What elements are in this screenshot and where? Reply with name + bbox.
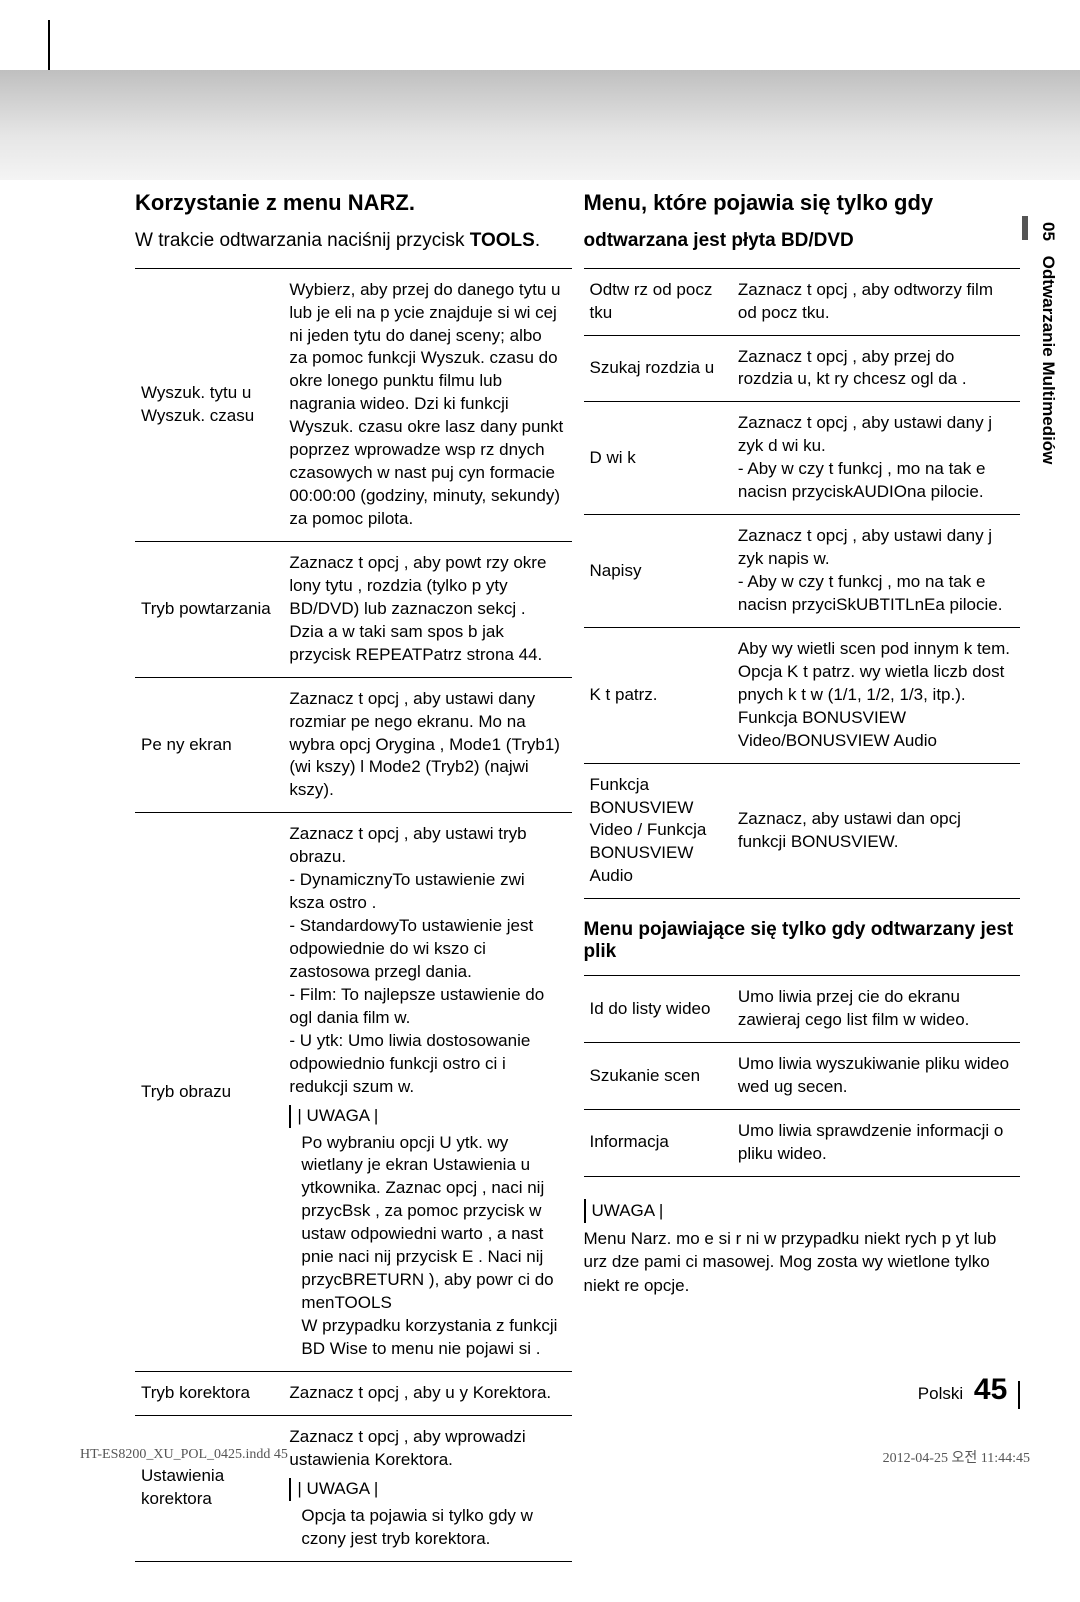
right-sub2: Menu pojawiające się tylko gdy odtwarzan… <box>584 919 1021 963</box>
note-label: UWAGA | <box>584 1199 664 1223</box>
table-row: K t patrz. Aby wy wietli scen pod innym … <box>584 627 1021 763</box>
row-key: Informacja <box>584 1110 732 1177</box>
left-heading: Korzystanie z menu NARZ. <box>135 190 572 216</box>
row-val: Umo liwia wyszukiwanie pliku wideo wed u… <box>732 1043 1020 1110</box>
note-text: Po wybraniu opcji U ytk. wy wietlany je … <box>289 1132 563 1361</box>
row-val: Zaznacz, aby ustawi dan opcj funkcji BON… <box>732 763 1020 899</box>
table-row: Szukaj rozdzia u Zaznacz t opcj , aby pr… <box>584 335 1021 402</box>
note-label: | UWAGA | <box>289 1478 378 1501</box>
row-val: Zaznacz t opcj , aby u y Korektora. <box>283 1371 571 1415</box>
right-table-1: Odtw rz od pocz tku Zaznacz t opcj , aby… <box>584 268 1021 900</box>
row-val: Zaznacz t opcj , aby wprowadzi ustawieni… <box>283 1415 571 1561</box>
table-row: Tryb korektora Zaznacz t opcj , aby u y … <box>135 1371 572 1415</box>
left-column: Korzystanie z menu NARZ. W trakcie odtwa… <box>135 190 572 1562</box>
row-val: Umo liwia przej cie do ekranu zawieraj c… <box>732 976 1020 1043</box>
table-row: Odtw rz od pocz tku Zaznacz t opcj , aby… <box>584 268 1021 335</box>
row-val: Zaznacz t opcj , aby ustawi dany rozmiar… <box>283 677 571 813</box>
note-text: Menu Narz. mo e si r ni w przypadku niek… <box>584 1227 1021 1298</box>
table-row: Wyszuk. tytu u Wyszuk. czasu Wybierz, ab… <box>135 268 572 541</box>
row-key: Tryb obrazu <box>135 813 283 1372</box>
table-row: Szukanie scen Umo liwia wyszukiwanie pli… <box>584 1043 1021 1110</box>
table-row: Pe ny ekran Zaznacz t opcj , aby ustawi … <box>135 677 572 813</box>
row-val: Zaznacz t opcj , aby powt rzy okre lony … <box>283 541 571 677</box>
row-val: Zaznacz t opcj , aby ustawi tryb obrazu.… <box>283 813 571 1372</box>
table-row: Napisy Zaznacz t opcj , aby ustawi dany … <box>584 515 1021 628</box>
row-key: Tryb korektora <box>135 1371 283 1415</box>
row-key: Szukanie scen <box>584 1043 732 1110</box>
table-row: Funkcja BONUSVIEW Video / Funkcja BONUSV… <box>584 763 1021 899</box>
footer-bar <box>1018 1381 1020 1409</box>
row-key: Funkcja BONUSVIEW Video / Funkcja BONUSV… <box>584 763 732 899</box>
imprint-date: 2012-04-25 오전 11:44:45 <box>883 1447 1030 1467</box>
row-key: Ustawienia korektora <box>135 1415 283 1561</box>
footer-page: 45 <box>974 1373 1007 1406</box>
table-row: Informacja Umo liwia sprawdzenie informa… <box>584 1110 1021 1177</box>
row-key: K t patrz. <box>584 627 732 763</box>
row-val: Zaznacz t opcj , aby przej do rozdzia u,… <box>732 335 1020 402</box>
imprint: HT-ES8200_XU_POL_0425.indd 45 2012-04-25… <box>80 1447 1030 1467</box>
right-table-2: Id do listy wideo Umo liwia przej cie do… <box>584 975 1021 1177</box>
right-heading: Menu, które pojawia się tylko gdy <box>584 190 1021 216</box>
note-text: Opcja ta pojawia si tylko gdy w czony je… <box>289 1505 563 1551</box>
right-note: UWAGA | Menu Narz. mo e si r ni w przypa… <box>584 1193 1021 1298</box>
row-key: Napisy <box>584 515 732 628</box>
table-row: Tryb powtarzania Zaznacz t opcj , aby po… <box>135 541 572 677</box>
page-footer: Polski 45 <box>918 1373 1020 1409</box>
row-val: Aby wy wietli scen pod innym k tem. Opcj… <box>732 627 1020 763</box>
table-row: Id do listy wideo Umo liwia przej cie do… <box>584 976 1021 1043</box>
right-sub: odtwarzana jest płyta BD/DVD <box>584 228 1021 254</box>
row-key: D wi k <box>584 402 732 515</box>
note-label: | UWAGA | <box>289 1105 378 1128</box>
row-val: Zaznacz t opcj , aby odtworzy film od po… <box>732 268 1020 335</box>
table-row: Tryb obrazu Zaznacz t opcj , aby ustawi … <box>135 813 572 1372</box>
row-key: Wyszuk. tytu u Wyszuk. czasu <box>135 268 283 541</box>
table-row: D wi k Zaznacz t opcj , aby ustawi dany … <box>584 402 1021 515</box>
row-key: Tryb powtarzania <box>135 541 283 677</box>
row-val: Umo liwia sprawdzenie informacji o pliku… <box>732 1110 1020 1177</box>
row-key: Id do listy wideo <box>584 976 732 1043</box>
row-key: Szukaj rozdzia u <box>584 335 732 402</box>
left-intro: W trakcie odtwarzania naciśnij przycisk … <box>135 228 572 254</box>
row-val: Zaznacz t opcj , aby ustawi dany j zyk d… <box>732 402 1020 515</box>
row-val: Zaznacz t opcj , aby ustawi dany j zyk n… <box>732 515 1020 628</box>
row-key: Odtw rz od pocz tku <box>584 268 732 335</box>
row-val: Wybierz, aby przej do danego tytu u lub … <box>283 268 571 541</box>
footer-lang: Polski <box>918 1384 963 1403</box>
imprint-file: HT-ES8200_XU_POL_0425.indd 45 <box>80 1447 288 1467</box>
row-key: Pe ny ekran <box>135 677 283 813</box>
left-table: Wyszuk. tytu u Wyszuk. czasu Wybierz, ab… <box>135 268 572 1562</box>
right-column: Menu, które pojawia się tylko gdy odtwar… <box>584 190 1021 1562</box>
table-row: Ustawienia korektora Zaznacz t opcj , ab… <box>135 1415 572 1561</box>
